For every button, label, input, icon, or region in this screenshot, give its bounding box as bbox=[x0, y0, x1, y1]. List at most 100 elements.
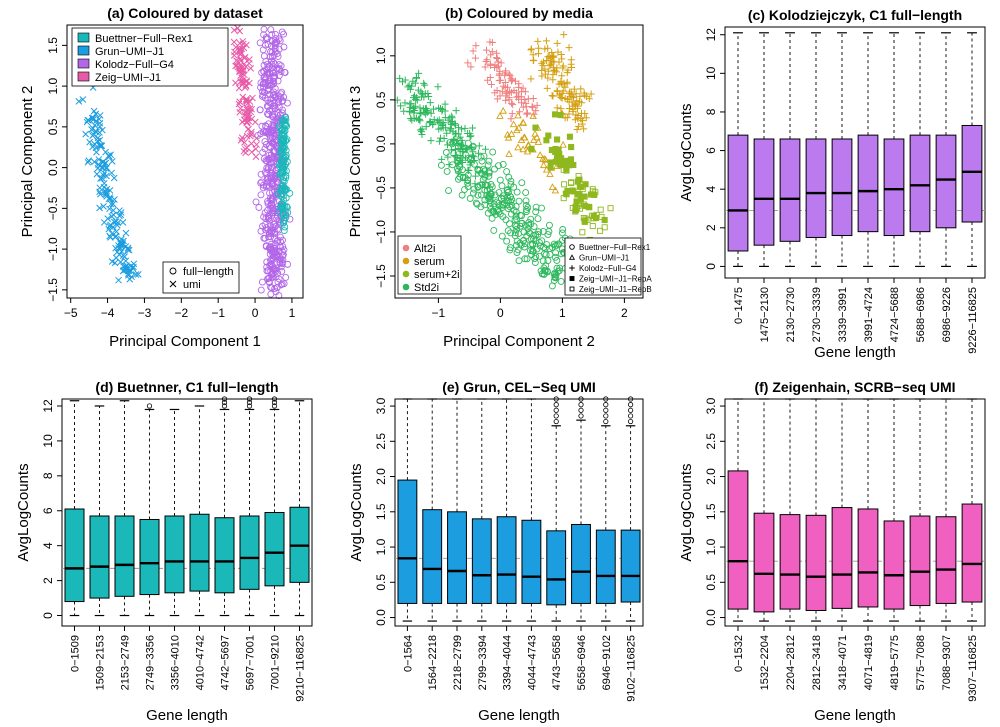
data-point bbox=[245, 79, 253, 87]
data-point bbox=[272, 35, 279, 43]
data-point bbox=[481, 171, 489, 179]
data-point bbox=[508, 202, 516, 209]
data-point bbox=[493, 87, 501, 95]
data-point bbox=[601, 216, 608, 224]
y-tick-label: 6 bbox=[704, 147, 718, 154]
data-point bbox=[92, 117, 100, 125]
data-point bbox=[482, 57, 490, 65]
box-0 bbox=[727, 32, 749, 268]
data-point bbox=[273, 50, 281, 57]
data-point bbox=[278, 127, 286, 134]
data-point bbox=[513, 188, 521, 196]
data-point bbox=[106, 232, 114, 240]
plot-frame bbox=[394, 398, 644, 627]
panel-f: (f) Zeigenhain, SCRB−seq UMI 0−1532 1532−2… bbox=[678, 379, 986, 724]
data-point bbox=[252, 145, 260, 153]
data-point bbox=[544, 231, 552, 239]
box-8 bbox=[595, 396, 616, 622]
data-point bbox=[272, 267, 280, 275]
outlier-point bbox=[578, 407, 584, 413]
data-point bbox=[474, 191, 482, 199]
box-8 bbox=[264, 396, 285, 617]
data-point bbox=[512, 89, 520, 97]
x-tick-label: 5775−7088 bbox=[915, 635, 927, 690]
data-point bbox=[518, 220, 526, 228]
data-point bbox=[408, 82, 416, 90]
data-point bbox=[279, 251, 287, 259]
data-point bbox=[597, 227, 604, 234]
data-point bbox=[536, 252, 543, 260]
outlier-point bbox=[553, 407, 559, 413]
data-point bbox=[547, 159, 554, 166]
panel-title: (d) Buetnner, C1 full−length bbox=[95, 379, 278, 395]
y-axis-label: Principal Component 2 bbox=[19, 86, 36, 238]
x-tick-label: −5 bbox=[64, 306, 78, 320]
box-body bbox=[909, 134, 931, 233]
data-point bbox=[245, 125, 252, 133]
data-point bbox=[557, 111, 564, 119]
data-point bbox=[271, 253, 279, 261]
data-point bbox=[275, 45, 283, 53]
data-point bbox=[282, 116, 290, 124]
data-point bbox=[515, 197, 523, 205]
data-point bbox=[551, 253, 559, 261]
x-tick-label: 3394−4044 bbox=[502, 635, 514, 690]
data-point bbox=[264, 267, 272, 275]
data-point bbox=[277, 134, 285, 142]
data-point bbox=[466, 130, 474, 138]
y-axis-label: AvgLogCounts bbox=[678, 463, 695, 561]
data-point bbox=[263, 258, 271, 266]
data-point bbox=[236, 39, 244, 47]
data-point bbox=[559, 226, 567, 233]
outlier-point bbox=[221, 396, 228, 402]
outlier-point bbox=[271, 403, 278, 409]
y-tick-label: −0.5 bbox=[46, 196, 60, 220]
y-tick-label: 0.0 bbox=[374, 609, 388, 626]
data-point bbox=[461, 186, 468, 193]
legend-label: Alt2i bbox=[414, 243, 435, 255]
data-point bbox=[116, 212, 123, 220]
data-point bbox=[525, 229, 533, 236]
data-point bbox=[551, 274, 559, 282]
data-point bbox=[268, 209, 276, 217]
data-point bbox=[420, 79, 428, 87]
data-point bbox=[88, 126, 95, 133]
legend-label: Buettner−Full−Rex1 bbox=[95, 33, 193, 45]
data-point bbox=[513, 126, 521, 134]
data-point bbox=[581, 110, 589, 118]
data-point bbox=[539, 58, 547, 66]
data-point bbox=[559, 140, 567, 148]
x-tick-label: 4724−5688 bbox=[889, 287, 901, 342]
data-point bbox=[258, 278, 266, 286]
data-point bbox=[230, 26, 238, 34]
data-point bbox=[558, 72, 566, 80]
y-tick-label: 0.0 bbox=[46, 159, 60, 176]
data-point bbox=[534, 37, 542, 45]
data-point bbox=[532, 203, 540, 211]
data-point bbox=[264, 110, 271, 118]
data-point bbox=[522, 189, 530, 196]
data-point bbox=[110, 174, 118, 182]
data-point bbox=[252, 198, 260, 206]
data-point bbox=[237, 136, 245, 144]
data-point bbox=[100, 219, 108, 226]
data-point bbox=[498, 88, 506, 96]
data-point bbox=[408, 116, 416, 124]
data-point bbox=[509, 101, 517, 109]
data-point bbox=[553, 257, 561, 264]
data-point bbox=[548, 49, 556, 57]
data-point bbox=[557, 50, 565, 58]
data-point bbox=[85, 157, 93, 164]
data-point bbox=[236, 27, 244, 35]
data-point bbox=[261, 127, 269, 135]
data-point bbox=[529, 112, 537, 119]
data-point bbox=[521, 255, 529, 263]
y-tick-label: 1.5 bbox=[374, 503, 388, 520]
data-point bbox=[503, 168, 511, 175]
data-point bbox=[75, 98, 83, 105]
data-point bbox=[119, 219, 127, 226]
data-point bbox=[484, 76, 492, 84]
x-tick-label: 1 bbox=[559, 306, 566, 320]
data-point bbox=[279, 138, 286, 146]
